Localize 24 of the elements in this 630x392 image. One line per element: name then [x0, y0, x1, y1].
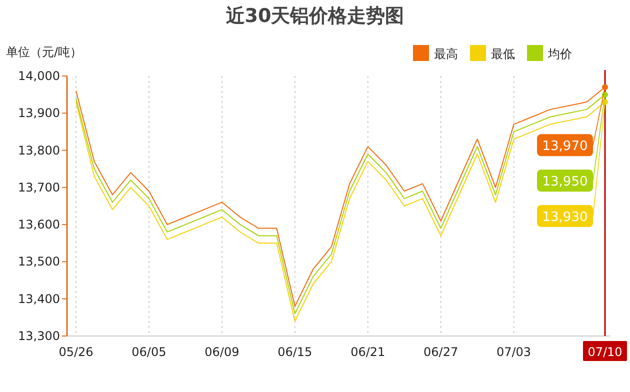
legend-label: 均价 — [547, 47, 572, 61]
x-tick-label: 06/21 — [350, 345, 386, 359]
data-label: 13,950 — [542, 174, 588, 190]
y-tick-label: 13,600 — [18, 218, 60, 232]
x-tick-label: 07/03 — [496, 345, 532, 359]
y-axis-title: 单位（元/吨） — [6, 45, 82, 59]
x-tick-label: 05/26 — [58, 345, 94, 359]
x-tick-label: 06/15 — [278, 345, 312, 359]
x-tick-label: 06/09 — [204, 345, 240, 359]
legend-label: 最高 — [434, 47, 458, 61]
y-tick-label: 14,000 — [18, 69, 60, 83]
chart-title: 近30天铝价格走势图 — [224, 5, 404, 27]
x-tick-label: 06/27 — [424, 345, 458, 359]
legend-label: 最低 — [491, 47, 515, 61]
y-tick-label: 13,800 — [18, 143, 60, 158]
x-tick-label: 07/10 — [588, 345, 622, 359]
y-tick-label: 13,300 — [18, 329, 60, 343]
y-tick-label: 13,700 — [18, 180, 60, 194]
data-label: 13,970 — [542, 139, 588, 154]
y-tick-label: 13,900 — [18, 106, 60, 120]
x-tick-label: 06/05 — [132, 345, 166, 359]
y-tick-label: 13,500 — [18, 254, 60, 269]
y-tick-label: 13,400 — [18, 292, 60, 306]
data-label: 13,930 — [542, 210, 588, 225]
